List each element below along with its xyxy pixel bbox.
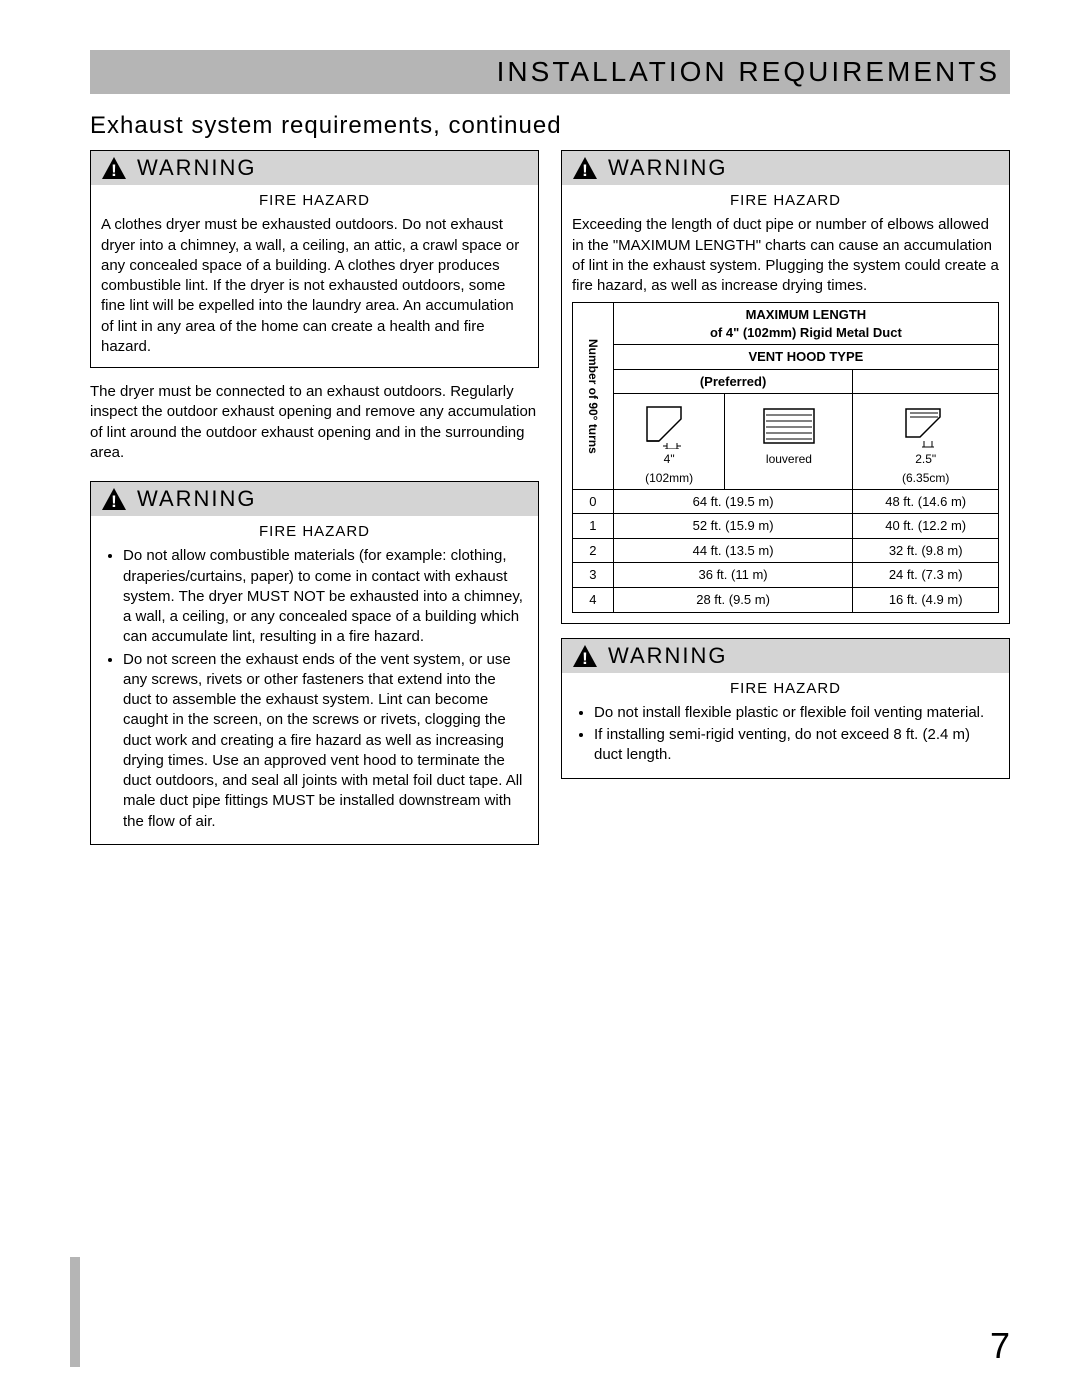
length-cell: 40 ft. (12.2 m) [853,514,999,539]
section-subtitle: Exhaust system requirements, continued [90,112,1010,140]
hazard-title: FIRE HAZARD [101,522,528,542]
table-title-line: of 4" (102mm) Rigid Metal Duct [618,324,994,342]
preferred-header: (Preferred) [613,369,853,394]
right-column: ! WARNING FIRE HAZARD Exceeding the leng… [561,150,1010,859]
vent-hood-type-header: VENT HOOD TYPE [613,345,998,370]
two-column-layout: ! WARNING FIRE HAZARD A clothes dryer mu… [90,150,1010,859]
max-length-table: Number of 90° turns MAXIMUM LENGTH of 4"… [572,302,999,612]
hazard-title: FIRE HAZARD [572,679,999,699]
louvered-hood-icon [754,399,824,449]
warning-body: FIRE HAZARD Do not allow combustible mat… [91,516,538,844]
warning-label: WARNING [608,643,728,669]
warning-icon: ! [101,487,127,511]
turns-cell: 2 [573,538,614,563]
hazard-title: FIRE HAZARD [101,191,528,211]
warning-body: FIRE HAZARD A clothes dryer must be exha… [91,185,538,367]
turns-cell: 3 [573,563,614,588]
bullet-list: Do not install flexible plastic or flexi… [572,703,999,766]
warning-icon: ! [572,156,598,180]
bullet-item: Do not allow combustible materials (for … [123,546,528,647]
table-row: 2 44 ft. (13.5 m) 32 ft. (9.8 m) [573,538,999,563]
warning-header: ! WARNING [91,151,538,185]
turns-cell: 1 [573,514,614,539]
length-cell: 52 ft. (15.9 m) [613,514,853,539]
hood-cell: 2.5" (6.35cm) [853,394,999,489]
length-cell: 16 ft. (4.9 m) [853,588,999,613]
empty-cell [853,369,999,394]
small-angled-hood-icon [896,399,956,449]
warning-header: ! WARNING [562,151,1009,185]
angled-hood-icon [639,399,699,449]
title-bar: INSTALLATION REQUIREMENTS [90,50,1010,94]
warning-body: FIRE HAZARD Do not install flexible plas… [562,673,1009,778]
length-cell: 64 ft. (19.5 m) [613,489,853,514]
warning-box: ! WARNING FIRE HAZARD Do not allow combu… [90,481,539,845]
row-header: Number of 90° turns [573,303,614,490]
bullet-item: Do not install flexible plastic or flexi… [594,703,999,723]
hazard-title: FIRE HAZARD [572,191,999,211]
hood-label: (6.35cm) [857,470,994,486]
svg-text:!: ! [111,161,117,180]
warning-label: WARNING [137,155,257,181]
bullet-item: If installing semi-rigid venting, do not… [594,725,999,766]
bullet-item: Do not screen the exhaust ends of the ve… [123,650,528,832]
table-title-line: MAXIMUM LENGTH [618,306,994,324]
page: INSTALLATION REQUIREMENTS Exhaust system… [0,0,1080,1397]
warning-box: ! WARNING FIRE HAZARD Do not install fle… [561,638,1010,779]
warning-body: FIRE HAZARD Exceeding the length of duct… [562,185,1009,623]
length-cell: 32 ft. (9.8 m) [853,538,999,563]
length-cell: 24 ft. (7.3 m) [853,563,999,588]
table-row: 0 64 ft. (19.5 m) 48 ft. (14.6 m) [573,489,999,514]
turns-cell: 4 [573,588,614,613]
page-title: INSTALLATION REQUIREMENTS [497,56,1000,87]
hood-label: (102mm) [618,470,721,486]
turns-cell: 0 [573,489,614,514]
warning-header: ! WARNING [91,482,538,516]
bullet-list: Do not allow combustible materials (for … [101,546,528,832]
table-row: 3 36 ft. (11 m) 24 ft. (7.3 m) [573,563,999,588]
warning-header: ! WARNING [562,639,1009,673]
body-paragraph: The dryer must be connected to an exhaus… [90,382,539,463]
hood-cell: louvered [725,394,853,489]
warning-box: ! WARNING FIRE HAZARD A clothes dryer mu… [90,150,539,368]
hood-label: 4" [618,451,721,467]
length-cell: 36 ft. (11 m) [613,563,853,588]
svg-text:!: ! [582,161,588,180]
left-column: ! WARNING FIRE HAZARD A clothes dryer mu… [90,150,539,859]
page-number: 7 [990,1325,1010,1367]
hood-label: 2.5" [857,451,994,467]
warning-icon: ! [101,156,127,180]
warning-text: Exceeding the length of duct pipe or num… [572,215,999,296]
length-cell: 48 ft. (14.6 m) [853,489,999,514]
length-cell: 28 ft. (9.5 m) [613,588,853,613]
svg-text:!: ! [582,649,588,668]
table-row: 4 28 ft. (9.5 m) 16 ft. (4.9 m) [573,588,999,613]
table-row: 1 52 ft. (15.9 m) 40 ft. (12.2 m) [573,514,999,539]
warning-label: WARNING [137,486,257,512]
svg-text:!: ! [111,492,117,511]
hood-label: louvered [729,451,848,467]
hood-spacer [729,470,848,486]
warning-box: ! WARNING FIRE HAZARD Exceeding the leng… [561,150,1010,624]
page-side-mark [70,1257,80,1367]
warning-icon: ! [572,644,598,668]
hood-cell: 4" (102mm) [613,394,725,489]
table-title: MAXIMUM LENGTH of 4" (102mm) Rigid Metal… [613,303,998,345]
length-cell: 44 ft. (13.5 m) [613,538,853,563]
warning-text: A clothes dryer must be exhausted outdoo… [101,215,528,357]
warning-label: WARNING [608,155,728,181]
